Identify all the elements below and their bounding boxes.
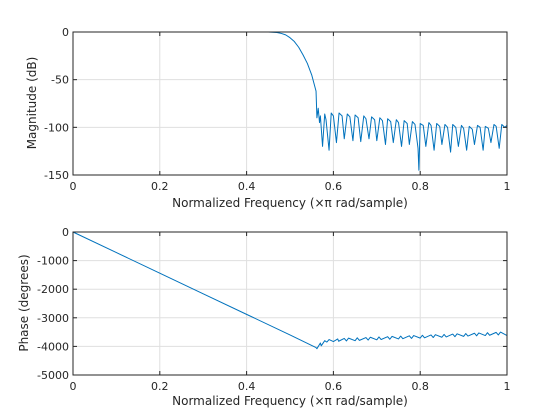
magnitude-ylabel: Magnitude (dB) [25, 57, 39, 150]
phase-axes-frame [72, 231, 508, 376]
magnitude-xlabel: Normalized Frequency (×π rad/sample) [172, 196, 408, 210]
x-tick-label: 0.2 [151, 180, 169, 193]
magnitude-axes-frame [72, 31, 508, 176]
y-tick-label: -100 [44, 121, 69, 134]
y-tick-label: -150 [44, 169, 69, 182]
y-tick-label: -50 [51, 74, 69, 87]
y-tick-label: -4000 [37, 340, 69, 353]
y-tick-label: 0 [62, 226, 69, 239]
x-tick-label: 0.4 [238, 380, 256, 393]
phase-xlabel: Normalized Frequency (×π rad/sample) [172, 394, 408, 408]
y-tick-label: -2000 [37, 283, 69, 296]
magnitude-grid [72, 31, 508, 176]
x-tick-label: 1 [504, 380, 511, 393]
y-tick-label: -1000 [37, 255, 69, 268]
x-tick-label: 0 [70, 380, 77, 393]
x-tick-label: 1 [504, 180, 511, 193]
x-tick-label: 0.8 [411, 380, 429, 393]
phase-plot: Normalized Frequency (×π rad/sample) Pha… [17, 226, 511, 408]
x-tick-label: 0.6 [325, 380, 343, 393]
magnitude-series-line [73, 31, 508, 171]
x-tick-label: 0.4 [238, 180, 256, 193]
y-tick-label: 0 [62, 26, 69, 39]
phase-ylabel: Phase (degrees) [17, 254, 31, 351]
phase-grid [72, 231, 508, 376]
x-tick-label: 0.6 [325, 180, 343, 193]
x-tick-label: 0.8 [411, 180, 429, 193]
y-tick-label: -3000 [37, 312, 69, 325]
magnitude-plot: Normalized Frequency (×π rad/sample) Mag… [25, 26, 511, 210]
y-tick-label: -5000 [37, 369, 69, 382]
phase-series-line [72, 231, 508, 350]
x-tick-label: 0.2 [151, 380, 169, 393]
x-tick-label: 0 [70, 180, 77, 193]
